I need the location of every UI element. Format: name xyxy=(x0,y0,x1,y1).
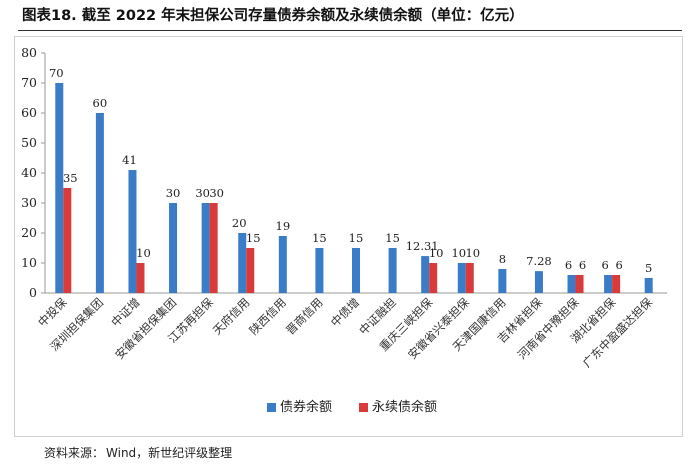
data-label-bond-balance: 30 xyxy=(195,186,210,200)
x-category-label: 天府信用 xyxy=(210,295,252,337)
bar-bond-balance xyxy=(95,113,104,293)
bar-perpetual-bond-balance xyxy=(429,263,438,293)
data-label-perpetual-bond-balance: 6 xyxy=(579,258,586,272)
bar-chart: 010203040506070807035中投保60深圳担保集团4110中证增3… xyxy=(21,45,667,415)
data-label-perpetual-bond-balance: 35 xyxy=(63,171,78,185)
y-tick-label: 30 xyxy=(21,195,37,210)
y-tick-label: 10 xyxy=(21,255,37,270)
y-tick-label: 50 xyxy=(21,135,37,150)
bar-bond-balance xyxy=(278,236,287,293)
bar-bond-balance xyxy=(128,170,137,293)
y-tick-label: 60 xyxy=(21,105,37,120)
data-label-bond-balance: 10 xyxy=(451,246,466,260)
bar-perpetual-bond-balance xyxy=(246,248,255,293)
bar-perpetual-bond-balance xyxy=(209,203,218,293)
bar-bond-balance xyxy=(201,203,210,293)
data-label-bond-balance: 20 xyxy=(232,216,247,230)
x-category-label: 广东中盈盛达担保 xyxy=(580,295,655,370)
data-label-bond-balance: 15 xyxy=(312,231,327,245)
data-label-bond-balance: 19 xyxy=(276,219,291,233)
y-tick-label: 20 xyxy=(21,225,37,240)
y-tick-label: 70 xyxy=(21,75,37,90)
bar-bond-balance xyxy=(498,269,507,293)
x-category-label: 中债增 xyxy=(328,295,362,329)
bar-bond-balance xyxy=(567,275,576,293)
bar-bond-balance xyxy=(55,83,64,293)
data-label-bond-balance: 8 xyxy=(499,252,506,266)
legend-label-bond-balance: 债券余额 xyxy=(280,399,332,415)
bar-bond-balance xyxy=(388,248,397,293)
data-label-perpetual-bond-balance: 10 xyxy=(465,246,480,260)
y-tick-label: 0 xyxy=(29,285,37,300)
bar-bond-balance xyxy=(534,271,543,293)
bar-bond-balance xyxy=(421,256,430,293)
bar-perpetual-bond-balance xyxy=(136,263,145,293)
source-text: Wind，新世纪评级整理 xyxy=(106,446,233,460)
bar-bond-balance xyxy=(457,263,466,293)
data-label-bond-balance: 6 xyxy=(601,258,608,272)
data-label-bond-balance: 41 xyxy=(122,153,137,167)
data-label-bond-balance: 6 xyxy=(565,258,572,272)
data-label-perpetual-bond-balance: 30 xyxy=(209,186,224,200)
legend-swatch-bond-balance xyxy=(267,403,276,412)
bar-bond-balance xyxy=(352,248,360,293)
data-label-perpetual-bond-balance: 10 xyxy=(136,246,151,260)
x-category-label: 中证增 xyxy=(108,295,142,329)
bar-bond-balance xyxy=(238,233,247,293)
bar-bond-balance xyxy=(604,275,613,293)
title-underline xyxy=(18,30,682,31)
bar-perpetual-bond-balance xyxy=(465,263,474,293)
data-label-bond-balance: 70 xyxy=(49,66,64,80)
data-label-bond-balance: 15 xyxy=(349,231,364,245)
figure-title: 图表18. 截至 2022 年末担保公司存量债券余额及永续债余额（单位：亿元） xyxy=(22,8,524,24)
data-label-perpetual-bond-balance: 6 xyxy=(615,258,622,272)
data-label-bond-balance: 30 xyxy=(166,186,181,200)
source-label: 资料来源： xyxy=(44,446,105,460)
x-category-label: 陕西信用 xyxy=(247,295,289,337)
source-note: 资料来源： Wind，新世纪评级整理 xyxy=(44,444,232,461)
legend-swatch-perpetual-bond-balance xyxy=(359,403,368,412)
y-tick-label: 40 xyxy=(21,165,37,180)
x-category-label: 晋商信用 xyxy=(283,295,325,337)
data-label-bond-balance: 5 xyxy=(645,261,652,275)
bar-bond-balance xyxy=(169,203,178,293)
data-label-bond-balance: 12.31 xyxy=(406,239,439,253)
data-label-bond-balance: 60 xyxy=(93,96,108,110)
bar-perpetual-bond-balance xyxy=(575,275,584,293)
x-category-label: 中投保 xyxy=(35,295,70,330)
legend-label-perpetual-bond-balance: 永续债余额 xyxy=(372,399,437,415)
bar-perpetual-bond-balance xyxy=(63,188,72,293)
bar-bond-balance xyxy=(644,278,653,293)
data-label-perpetual-bond-balance: 15 xyxy=(246,231,261,245)
chart-frame: 0 10 20 30 40 50 60 70 80 70 35 中投保 60 深圳担保集团 41 10 中证增 3… xyxy=(14,36,683,437)
bar-bond-balance xyxy=(315,248,324,293)
data-label-bond-balance: 7.28 xyxy=(526,254,552,268)
y-tick-label: 80 xyxy=(21,45,37,60)
bar-perpetual-bond-balance xyxy=(612,275,621,293)
data-label-perpetual-bond-balance: 10 xyxy=(429,246,444,260)
data-label-bond-balance: 15 xyxy=(385,231,400,245)
